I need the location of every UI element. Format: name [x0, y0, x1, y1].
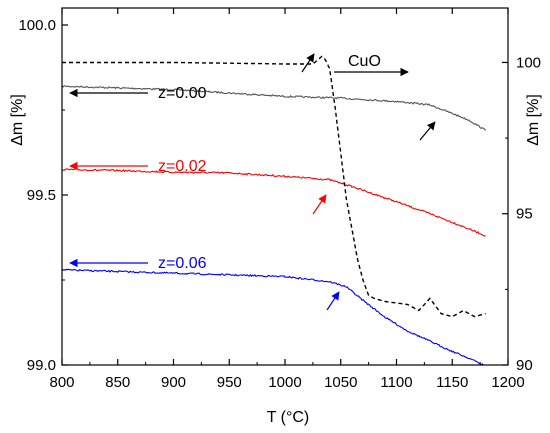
x-tick-label: 800 [49, 374, 74, 391]
x-tick-label: 1200 [491, 374, 524, 391]
x-tick-label: 1050 [324, 374, 357, 391]
label-cuo: CuO [348, 53, 381, 70]
y-right-tick-label: 100 [516, 54, 541, 71]
label-z000: z=0.00 [158, 85, 207, 102]
label-z006: z=0.06 [158, 255, 207, 272]
x-tick-label: 1150 [436, 374, 468, 391]
x-tick-label: 950 [217, 374, 242, 391]
series-line-z-0-00 [61, 85, 487, 131]
y-right-tick-label: 90 [516, 357, 533, 374]
arrow-onset-z002 [312, 194, 327, 215]
axes-layer: 800 850 900 950 1000 1050 1100 1150 1200 99.0 99.5… [18, 7, 541, 391]
label-z002: z=0.02 [158, 158, 207, 175]
y-axis-left-title: Δm [%] [9, 94, 26, 146]
annotation-z002: z=0.02 [69, 158, 327, 215]
series-layer [61, 55, 487, 366]
annotation-z006: z=0.06 [69, 255, 340, 311]
y-left-tick-label: 100.0 [18, 17, 56, 34]
y-right-tick-label: 95 [516, 206, 533, 223]
plot-frame [61, 7, 509, 366]
y-axis-right-title: Δm [%] [525, 94, 542, 146]
series-line-z-0-06 [61, 268, 484, 366]
x-tick-label: 900 [161, 374, 186, 391]
x-tick-label: 1100 [380, 374, 412, 391]
x-axis-title: T (°C) [267, 409, 310, 426]
x-tick-label: 1000 [268, 374, 301, 391]
y-left-tick-label: 99.0 [27, 357, 56, 374]
arrow-onset-z006 [326, 291, 340, 311]
annotation-cuo: CuO [301, 53, 409, 77]
series-line-z-0-02 [61, 168, 486, 237]
series-line-cuo [62, 55, 486, 318]
x-tick-label: 850 [105, 374, 130, 391]
arrow-onset-z000 [419, 121, 436, 141]
arrow-peak-cuo [301, 53, 315, 73]
annotation-z000: z=0.00 [69, 85, 436, 141]
y-left-tick-label: 99.5 [27, 187, 56, 204]
